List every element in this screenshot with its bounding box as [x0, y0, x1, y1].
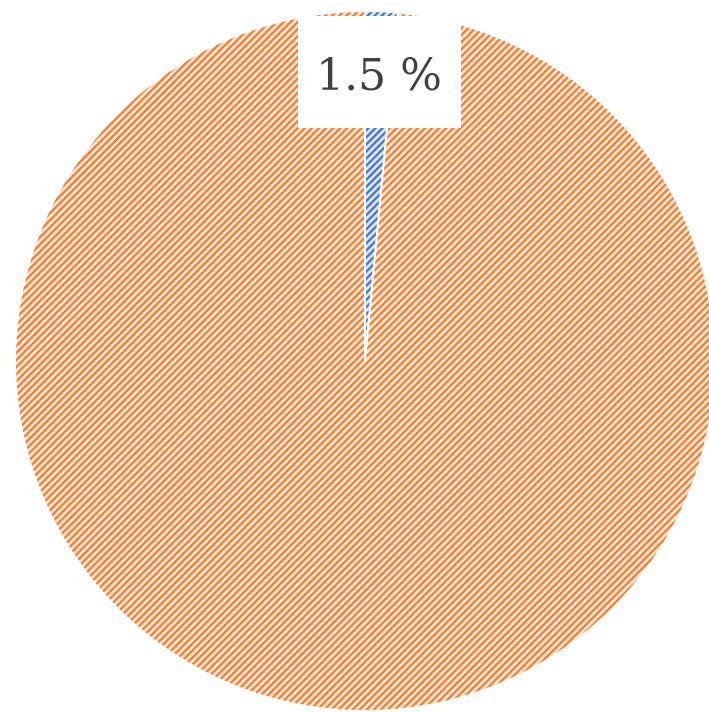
slice-data-label: 1.5 %	[316, 50, 442, 101]
pie-data-labels: 1.5 %	[298, 16, 461, 128]
pie-slice-1	[14, 9, 709, 712]
slice-label-box	[298, 16, 461, 128]
